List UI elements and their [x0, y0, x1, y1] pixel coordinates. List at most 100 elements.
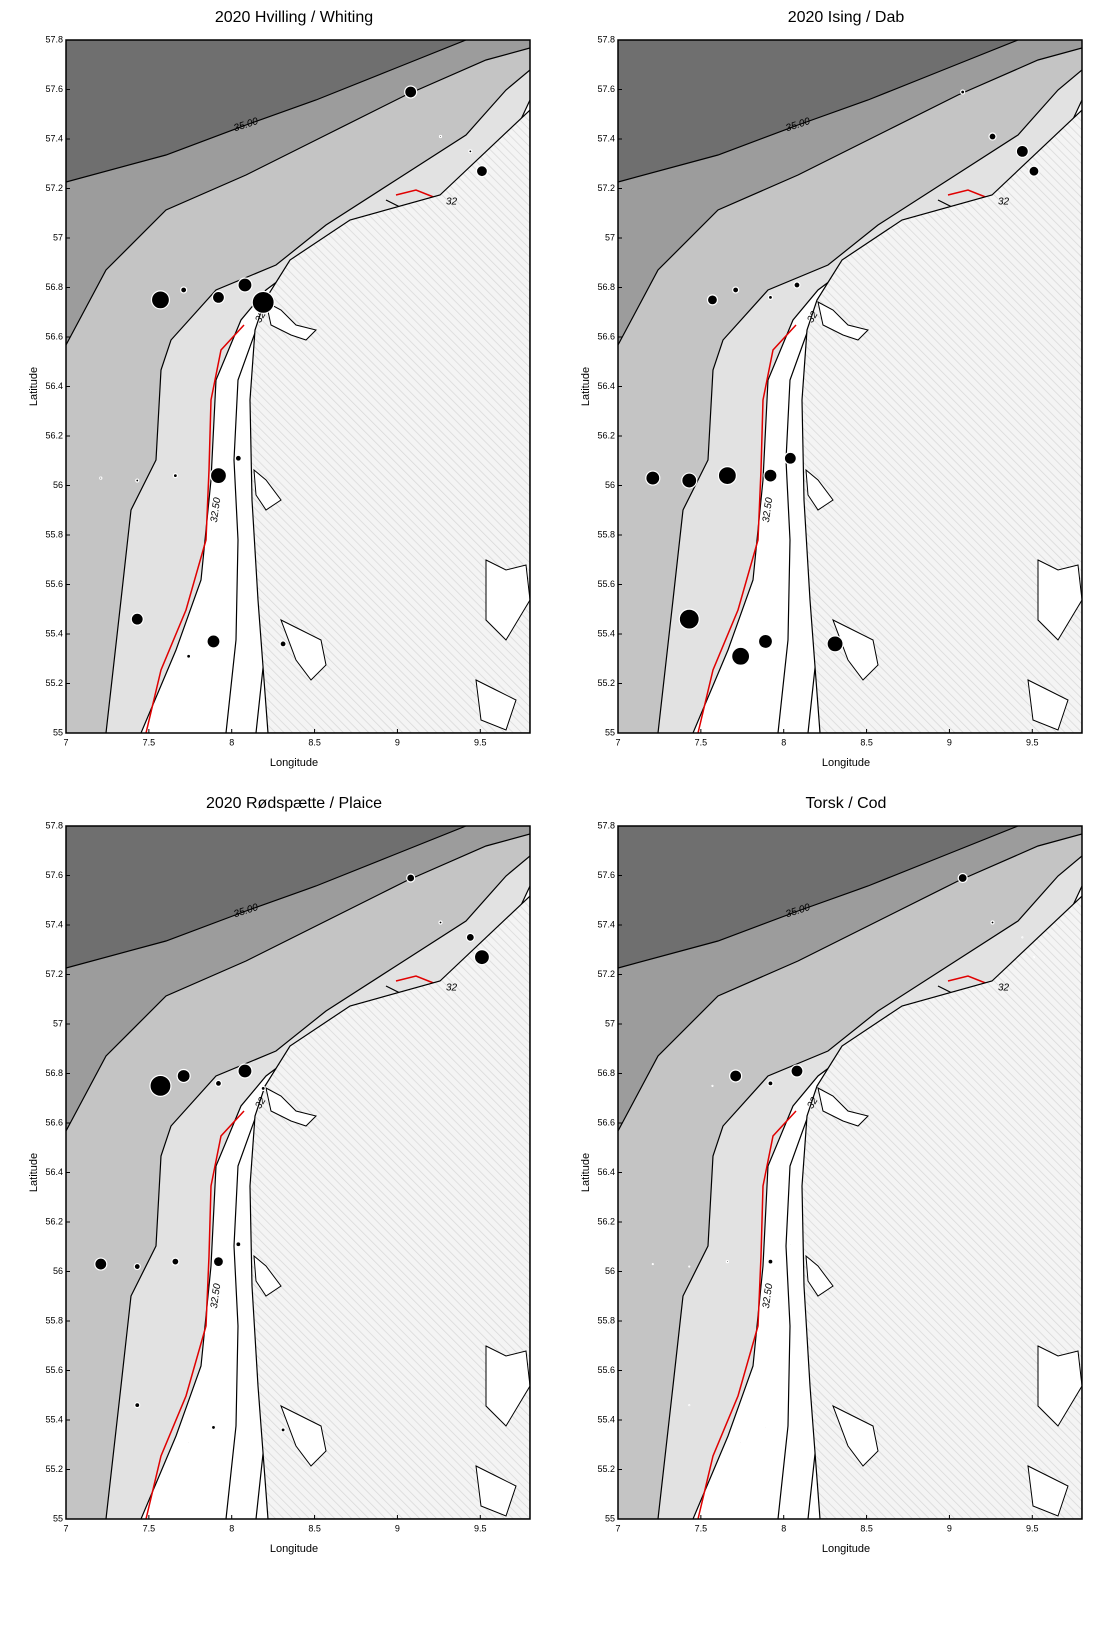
catch-bubble	[260, 1085, 266, 1091]
catch-bubble	[711, 1084, 714, 1087]
catch-bubble	[468, 149, 473, 154]
catch-bubble	[767, 1080, 774, 1087]
y-tick-label: 55.4	[45, 628, 63, 638]
y-axis-label: Latitude	[28, 1153, 40, 1192]
y-tick-label: 56.6	[45, 331, 63, 341]
y-tick-label: 56.6	[45, 1117, 63, 1127]
catch-bubble	[187, 1441, 190, 1444]
y-tick-label: 55	[605, 727, 615, 737]
y-tick-label: 56.8	[597, 1068, 615, 1078]
y-tick-label: 57.4	[597, 919, 615, 929]
x-tick-label: 9	[947, 737, 952, 747]
y-tick-label: 56.6	[597, 1117, 615, 1127]
y-tick-label: 57	[53, 232, 63, 242]
catch-bubble	[717, 466, 737, 486]
contour-label: 32	[253, 1095, 268, 1111]
y-tick-label: 55.6	[45, 1365, 63, 1375]
catch-bubble	[764, 1426, 767, 1429]
catch-bubble	[171, 1257, 180, 1266]
catch-bubble	[206, 634, 221, 649]
y-tick-label: 56.8	[597, 282, 615, 292]
y-tick-label: 55.6	[597, 579, 615, 589]
contour-label: 32	[805, 1095, 820, 1111]
x-tick-label: 9	[395, 1523, 400, 1533]
catch-bubble	[706, 294, 719, 306]
catch-bubble	[209, 467, 228, 485]
catch-bubble	[150, 290, 171, 310]
catch-bubble	[763, 468, 778, 483]
y-tick-label: 57.8	[597, 820, 615, 830]
catch-bubble	[826, 635, 844, 653]
catch-bubble	[279, 640, 287, 648]
basemap	[66, 826, 530, 1519]
catch-bubble	[1015, 144, 1029, 158]
y-tick-label: 55.2	[597, 1464, 615, 1474]
catch-bubble	[186, 653, 192, 659]
contour-label: 32	[446, 983, 458, 994]
y-axis-label: Latitude	[580, 1153, 592, 1192]
y-tick-label: 55	[53, 1513, 63, 1523]
catch-bubble	[957, 872, 968, 884]
catch-bubble	[135, 478, 140, 483]
x-tick-label: 9.5	[474, 1523, 487, 1533]
catch-bubble	[94, 1257, 108, 1271]
y-tick-label: 56.4	[597, 381, 615, 391]
x-tick-label: 8	[781, 1523, 786, 1533]
y-tick-label: 57.6	[45, 84, 63, 94]
catch-bubble	[438, 134, 443, 139]
y-tick-label: 55.8	[597, 1315, 615, 1325]
y-tick-label: 55.8	[45, 1315, 63, 1325]
catch-bubble	[210, 1424, 217, 1431]
catch-bubble	[793, 281, 801, 289]
y-tick-label: 57	[605, 232, 615, 242]
chart-title: 2020 Hvilling / Whiting	[215, 9, 373, 26]
x-axis-label: Longitude	[270, 757, 318, 769]
x-tick-label: 8.5	[860, 1523, 873, 1533]
y-tick-label: 56.8	[45, 282, 63, 292]
basemap	[618, 826, 1082, 1519]
y-tick-label: 57.2	[45, 969, 63, 979]
y-axis-label: Latitude	[580, 367, 592, 406]
catch-bubble	[960, 89, 966, 95]
catch-bubble	[211, 290, 226, 304]
x-tick-label: 9.5	[1026, 1523, 1039, 1533]
y-tick-label: 56.8	[45, 1068, 63, 1078]
chart-title: 2020 Rødspætte / Plaice	[206, 795, 382, 812]
catch-bubble	[473, 949, 491, 966]
y-tick-label: 55.8	[45, 529, 63, 539]
basemap	[66, 40, 530, 733]
catch-bubble	[739, 1441, 742, 1444]
catch-bubble	[99, 476, 103, 480]
x-tick-label: 8.5	[308, 737, 321, 747]
catch-bubble	[688, 1404, 691, 1407]
catch-bubble	[235, 1241, 242, 1248]
catch-bubble	[176, 1068, 191, 1084]
catch-bubble	[681, 472, 698, 489]
catch-bubble	[990, 920, 995, 925]
catch-bubble	[731, 646, 751, 666]
catch-bubble	[688, 1265, 691, 1268]
contour-label: 32.50	[209, 496, 223, 523]
y-tick-label: 55.4	[597, 628, 615, 638]
catch-bubble	[790, 1064, 804, 1078]
x-tick-label: 7	[63, 1523, 68, 1533]
y-tick-label: 57.8	[597, 34, 615, 44]
y-axis-label: Latitude	[28, 367, 40, 406]
contour-label: 32.50	[761, 1282, 775, 1309]
catch-bubble	[757, 633, 774, 650]
y-tick-label: 56	[53, 1266, 63, 1276]
y-tick-label: 56	[53, 480, 63, 490]
catch-bubble	[789, 1243, 792, 1246]
x-tick-label: 7	[615, 737, 620, 747]
x-tick-label: 8.5	[308, 1523, 321, 1533]
catch-bubble	[465, 932, 475, 942]
catch-bubble	[725, 1260, 729, 1264]
y-tick-label: 57.4	[597, 133, 615, 143]
y-tick-label: 56.4	[45, 1167, 63, 1177]
y-tick-label: 55.4	[45, 1414, 63, 1424]
x-tick-label: 7.5	[695, 737, 708, 747]
y-tick-label: 55.4	[597, 1414, 615, 1424]
catch-bubble	[678, 608, 700, 630]
